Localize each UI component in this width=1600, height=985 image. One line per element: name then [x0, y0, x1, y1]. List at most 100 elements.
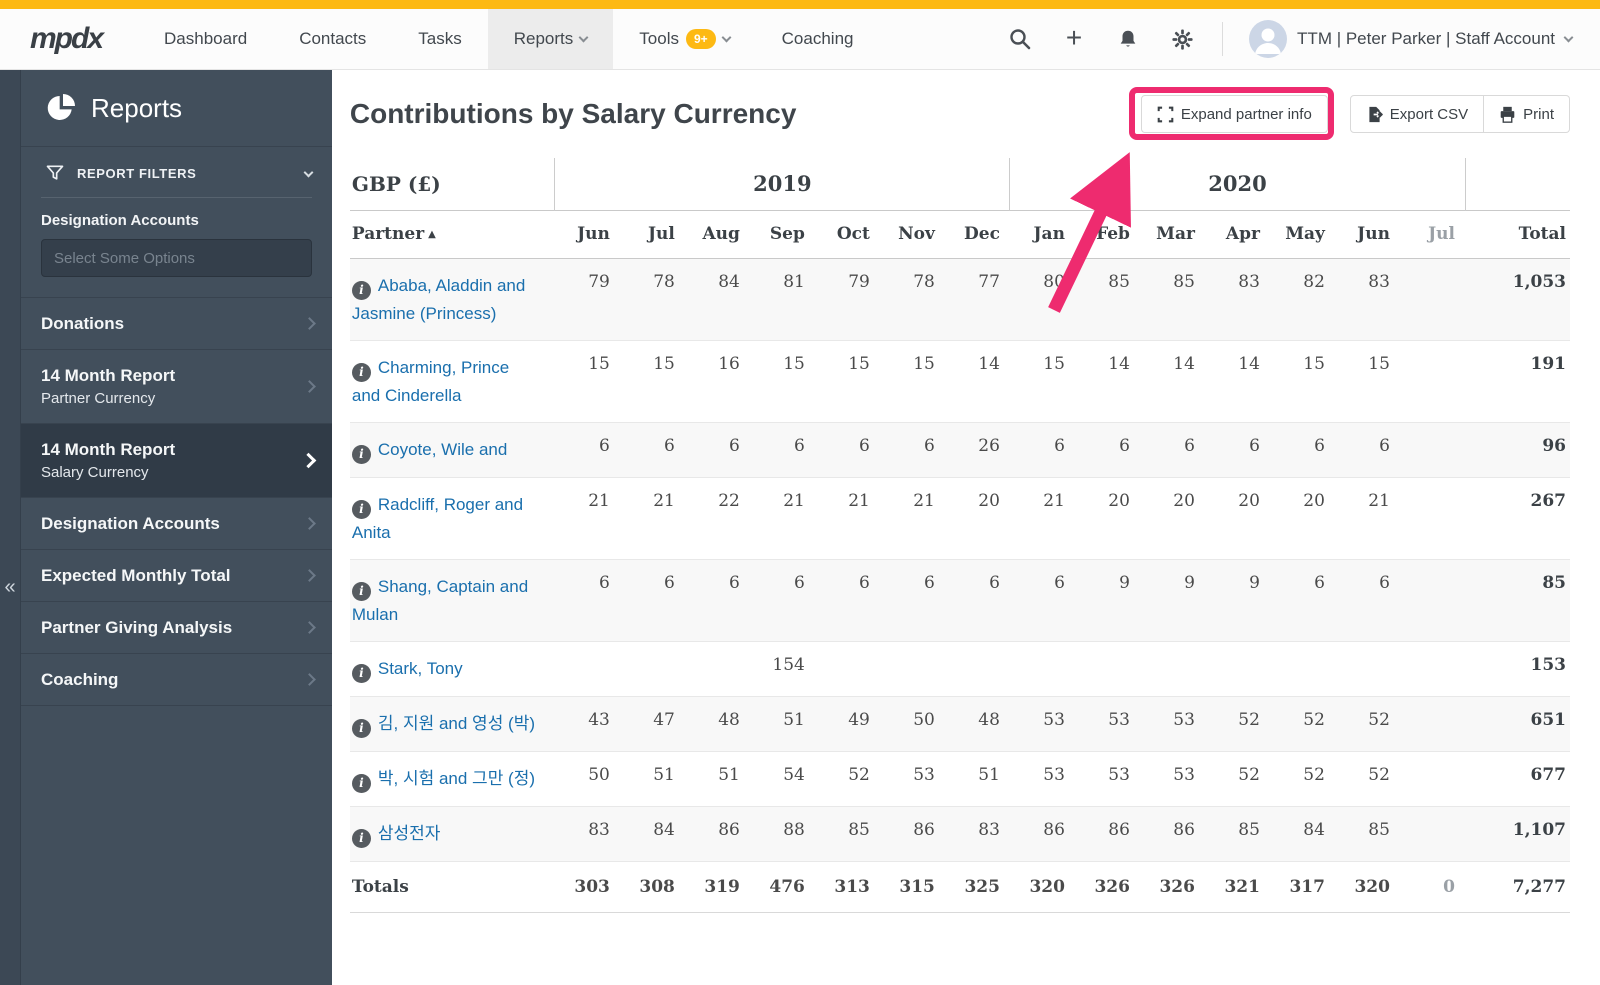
mpdx-logo[interactable]: mpdx	[30, 22, 104, 55]
partner-link[interactable]: Ababa, Aladdin and Jasmine (Princess)	[351, 275, 526, 323]
sidebar-item-expected-monthly-total[interactable]: Expected Monthly Total	[21, 550, 332, 602]
donation-amount-cell: 21	[848, 490, 870, 511]
donation-amount-cell: 52	[1303, 764, 1325, 785]
donation-amount-cell: 84	[653, 819, 675, 840]
partner-info-icon[interactable]: i	[351, 444, 371, 464]
partner-info-icon[interactable]: i	[351, 280, 371, 300]
partner-link[interactable]: 김, 지원 and 영성 (박)	[377, 713, 536, 733]
add-icon[interactable]: +	[1065, 21, 1083, 53]
account-menu[interactable]: TTM | Peter Parker | Staff Account	[1249, 20, 1574, 58]
partner-info-icon[interactable]: i	[351, 362, 371, 382]
donation-amount-cell: 15	[588, 353, 610, 374]
donation-amount-cell: 6	[1054, 435, 1065, 456]
button-label: Export CSV	[1389, 105, 1469, 123]
print-button[interactable]: Print	[1484, 95, 1570, 133]
sidebar-title-label: Reports	[91, 92, 183, 123]
month-header: Feb	[1074, 209, 1140, 259]
sidebar-item-designation-accounts[interactable]: Designation Accounts	[21, 498, 332, 550]
donation-amount-cell: 21	[783, 490, 805, 511]
total-column-header: Total	[1465, 209, 1570, 259]
totals-label: Totals	[349, 861, 555, 913]
partner-total-cell: 96	[1542, 435, 1566, 456]
chevron-right-icon	[303, 569, 316, 582]
totals-row: Totals 303 308 319 476 313 315 325 320 326 326 321…	[349, 861, 1570, 913]
partner-link[interactable]: Charming, Prince and Cinderella	[351, 357, 510, 405]
donation-amount-cell: 82	[1303, 271, 1325, 292]
partner-info-icon[interactable]: i	[351, 663, 371, 683]
nav-tasks[interactable]: Tasks	[392, 9, 487, 69]
nav-coaching[interactable]: Coaching	[756, 9, 880, 69]
donation-amount-cell: 6	[859, 572, 870, 593]
donation-amount-cell	[1140, 641, 1205, 696]
donation-amount-cell: 53	[1173, 709, 1195, 730]
sidebar-item-label: Expected Monthly Total	[41, 566, 231, 585]
sidebar-item-label: Partner Giving Analysis	[41, 618, 233, 637]
partner-header-label: Partner	[351, 224, 425, 244]
designation-accounts-select[interactable]	[41, 239, 312, 277]
donation-amount-cell: 49	[848, 709, 870, 730]
partner-info-icon[interactable]: i	[351, 828, 371, 848]
donation-amount-cell: 6	[664, 572, 675, 593]
chevron-right-icon	[303, 621, 316, 634]
sidebar-item-14-month-salary-currency[interactable]: 14 Month Report Salary Currency	[21, 424, 332, 498]
donation-amount-cell	[1400, 340, 1465, 422]
donation-amount-cell: 6	[1249, 435, 1260, 456]
nav-tools[interactable]: Tools 9+	[613, 9, 755, 69]
monthly-total-cell: 326	[1139, 861, 1205, 913]
sidebar-item-donations[interactable]: Donations	[21, 298, 332, 350]
table-row: i 삼성전자 83 84 86 88 85 86 83 86 86 86 85 84 85 1,107	[349, 806, 1570, 861]
sidebar-item-partner-giving-analysis[interactable]: Partner Giving Analysis	[21, 602, 332, 654]
partner-link[interactable]: 삼성전자	[377, 823, 441, 843]
sidebar-item-14-month-partner-currency[interactable]: 14 Month Report Partner Currency	[21, 350, 332, 424]
donation-amount-cell: 20	[978, 490, 1000, 511]
report-table-body: i Ababa, Aladdin and Jasmine (Princess) 79…	[349, 258, 1570, 861]
month-header: Oct	[814, 209, 880, 259]
partner-total-cell: 191	[1530, 353, 1567, 374]
partner-link[interactable]: Shang, Captain and Mulan	[351, 576, 529, 624]
report-filters-toggle[interactable]: REPORT FILTERS	[21, 147, 332, 197]
donation-amount-cell: 53	[1173, 764, 1195, 785]
donation-amount-cell	[945, 641, 1010, 696]
donation-amount-cell: 51	[718, 764, 740, 785]
donation-amount-cell	[1400, 559, 1465, 641]
partner-info-icon[interactable]: i	[351, 773, 371, 793]
partner-link[interactable]: Stark, Tony	[377, 658, 463, 678]
donation-amount-cell: 86	[1043, 819, 1065, 840]
collapse-sidebar-icon[interactable]: «	[4, 576, 16, 598]
notifications-bell-icon[interactable]	[1114, 25, 1142, 53]
expand-partner-info-button[interactable]: Expand partner info	[1140, 95, 1328, 133]
donation-amount-cell: 48	[978, 709, 1000, 730]
sidebar-item-coaching[interactable]: Coaching	[21, 654, 332, 706]
designation-filter-block: Designation Accounts	[21, 198, 332, 298]
monthly-total-cell: 476	[749, 861, 815, 913]
donation-amount-cell: 14	[1108, 353, 1130, 374]
donation-amount-cell: 6	[989, 572, 1000, 593]
topbar-actions: + TTM | Peter Parker | Staff Account	[1006, 9, 1600, 69]
donation-amount-cell: 6	[924, 572, 935, 593]
partner-info-icon[interactable]: i	[351, 718, 371, 738]
partner-column-header[interactable]: Partner ▲	[349, 209, 555, 259]
partner-total-cell: 677	[1530, 764, 1567, 785]
donation-amount-cell: 16	[718, 353, 740, 374]
export-csv-button[interactable]: Export CSV	[1349, 95, 1485, 133]
donation-amount-cell	[1400, 258, 1465, 340]
nav-reports[interactable]: Reports	[487, 9, 614, 69]
donation-amount-cell	[815, 641, 880, 696]
partner-total-cell: 651	[1530, 709, 1567, 730]
donation-amount-cell: 53	[913, 764, 935, 785]
nav-dashboard[interactable]: Dashboard	[138, 9, 273, 69]
partner-total-cell: 1,053	[1512, 271, 1566, 292]
sidebar-item-sublabel: Salary Currency	[41, 464, 149, 481]
nav-contacts[interactable]: Contacts	[273, 9, 392, 69]
partner-info-icon[interactable]: i	[351, 499, 371, 519]
donation-amount-cell: 53	[1043, 709, 1065, 730]
reports-sidebar: Reports REPORT FILTERS Designation Accou…	[21, 70, 332, 985]
partner-link[interactable]: 박, 시험 and 그만 (정)	[377, 768, 536, 788]
partner-link[interactable]: Coyote, Wile and	[377, 439, 508, 459]
search-icon[interactable]	[1006, 25, 1034, 53]
donation-amount-cell: 86	[1108, 819, 1130, 840]
settings-gear-icon[interactable]	[1168, 25, 1196, 53]
partner-info-icon[interactable]: i	[351, 581, 371, 601]
donation-amount-cell	[1400, 696, 1465, 751]
partner-link[interactable]: Radcliff, Roger and Anita	[351, 494, 524, 542]
